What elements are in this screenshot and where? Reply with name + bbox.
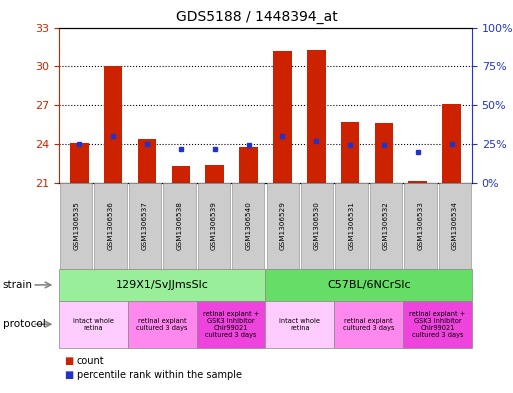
Text: GSM1306530: GSM1306530	[314, 202, 320, 250]
Text: GSM1306537: GSM1306537	[142, 202, 148, 250]
Bar	[205, 165, 224, 183]
Bar	[341, 122, 360, 183]
Text: GSM1306532: GSM1306532	[383, 202, 389, 250]
Text: 129X1/SvJJmsSlc: 129X1/SvJJmsSlc	[116, 280, 209, 290]
Text: strain: strain	[3, 280, 32, 290]
Bar	[70, 143, 89, 183]
Text: intact whole
retina: intact whole retina	[73, 318, 114, 331]
Bar	[374, 123, 393, 183]
Text: GSM1306535: GSM1306535	[73, 202, 79, 250]
Text: GSM1306533: GSM1306533	[418, 202, 423, 250]
Bar	[239, 147, 258, 183]
Text: GSM1306539: GSM1306539	[211, 202, 217, 250]
Text: GSM1306538: GSM1306538	[176, 202, 183, 250]
Text: C57BL/6NCrSlc: C57BL/6NCrSlc	[327, 280, 410, 290]
Text: retinal explant
cultured 3 days: retinal explant cultured 3 days	[136, 318, 188, 331]
Text: GSM1306540: GSM1306540	[245, 202, 251, 250]
Text: ■: ■	[64, 370, 73, 380]
Bar	[408, 182, 427, 183]
Text: GSM1306534: GSM1306534	[452, 202, 458, 250]
Text: GSM1306536: GSM1306536	[108, 202, 113, 250]
Text: protocol: protocol	[3, 319, 45, 329]
Text: GSM1306529: GSM1306529	[280, 202, 286, 250]
Text: retinal explant
cultured 3 days: retinal explant cultured 3 days	[343, 318, 394, 331]
Bar	[171, 166, 190, 183]
Bar	[273, 51, 292, 183]
Text: retinal explant +
GSK3 inhibitor
Chir99021
cultured 3 days: retinal explant + GSK3 inhibitor Chir990…	[409, 311, 466, 338]
Bar	[442, 104, 461, 183]
Bar	[137, 139, 156, 183]
Text: intact whole
retina: intact whole retina	[280, 318, 321, 331]
Text: ■: ■	[64, 356, 73, 365]
Bar	[104, 66, 123, 183]
Text: retinal explant +
GSK3 inhibitor
Chir99021
cultured 3 days: retinal explant + GSK3 inhibitor Chir990…	[203, 311, 259, 338]
Text: GDS5188 / 1448394_at: GDS5188 / 1448394_at	[175, 10, 338, 24]
Text: percentile rank within the sample: percentile rank within the sample	[77, 370, 242, 380]
Bar	[307, 50, 326, 183]
Text: count: count	[77, 356, 105, 365]
Text: GSM1306531: GSM1306531	[348, 202, 354, 250]
